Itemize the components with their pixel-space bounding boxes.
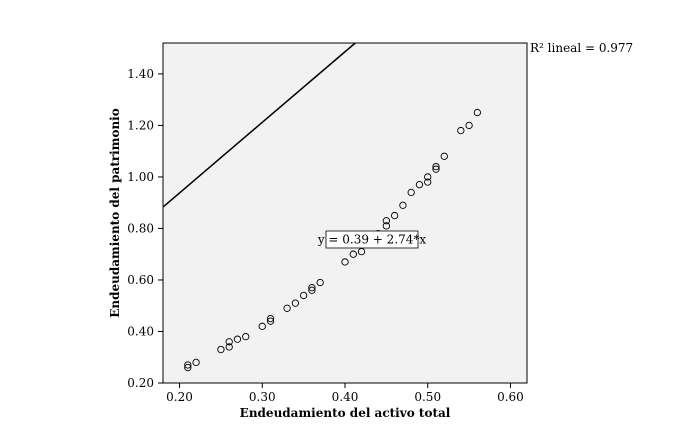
data-point [266,314,275,323]
data-point [457,126,465,135]
x-tick-label: 0.30 [249,390,276,404]
data-point [432,162,440,171]
y-tick-label: 0.80 [127,221,154,235]
data-point [308,284,316,292]
data-point [184,361,192,369]
x-tick-label: 0.40 [332,390,359,404]
data-point [184,363,192,372]
y-axis-title: Endeudamiento del patrimonio [108,108,122,317]
y-tick-label: 0.60 [127,273,154,287]
data-point [424,178,432,186]
data-point [217,345,225,354]
data-point [432,165,440,173]
data-point [440,152,448,160]
data-point [299,291,308,300]
data-points [184,108,482,372]
y-tick-label: 1.20 [127,118,154,132]
data-point [390,211,399,220]
data-point [316,278,324,287]
x-tick-label: 0.50 [414,390,441,404]
x-tick-label: 0.20 [166,390,193,404]
data-point [357,247,366,256]
equation-label: y = 0.39 + 2.74*x [317,233,427,247]
plot-frame [162,42,528,384]
x-axis: 0.20 0.30 0.40 0.50 0.60 [166,383,524,404]
data-point [465,121,473,130]
data-point [382,222,391,230]
data-point [225,343,233,351]
data-point [258,322,266,330]
data-point [233,335,242,343]
r2-label: R² lineal = 0.977 [530,41,633,55]
data-point [382,217,391,225]
y-tick-label: 1.40 [127,67,154,81]
data-point [283,304,291,312]
y-axis: 0.20 0.40 0.60 0.80 1.00 1.20 1.40 [127,67,163,390]
y-tick-label: 0.40 [127,324,154,338]
y-tick-label: 1.00 [127,170,154,184]
data-point [424,173,432,181]
data-point [266,317,275,325]
data-point [308,286,316,294]
data-point [341,258,349,266]
fit-line [162,42,356,208]
data-point [291,299,300,307]
equation-box: y = 0.39 + 2.74*x [317,230,427,249]
x-axis-title: Endeudamiento del activo total [240,406,451,420]
data-point [225,338,233,346]
y-tick-label: 0.20 [127,376,154,390]
x-tick-label: 0.60 [497,390,524,404]
data-point [473,108,482,117]
data-point [242,332,250,341]
data-point [407,188,415,197]
data-point [192,358,200,367]
data-point [349,250,357,258]
data-point [415,181,424,189]
data-point [399,201,407,209]
plot-background [163,43,527,383]
